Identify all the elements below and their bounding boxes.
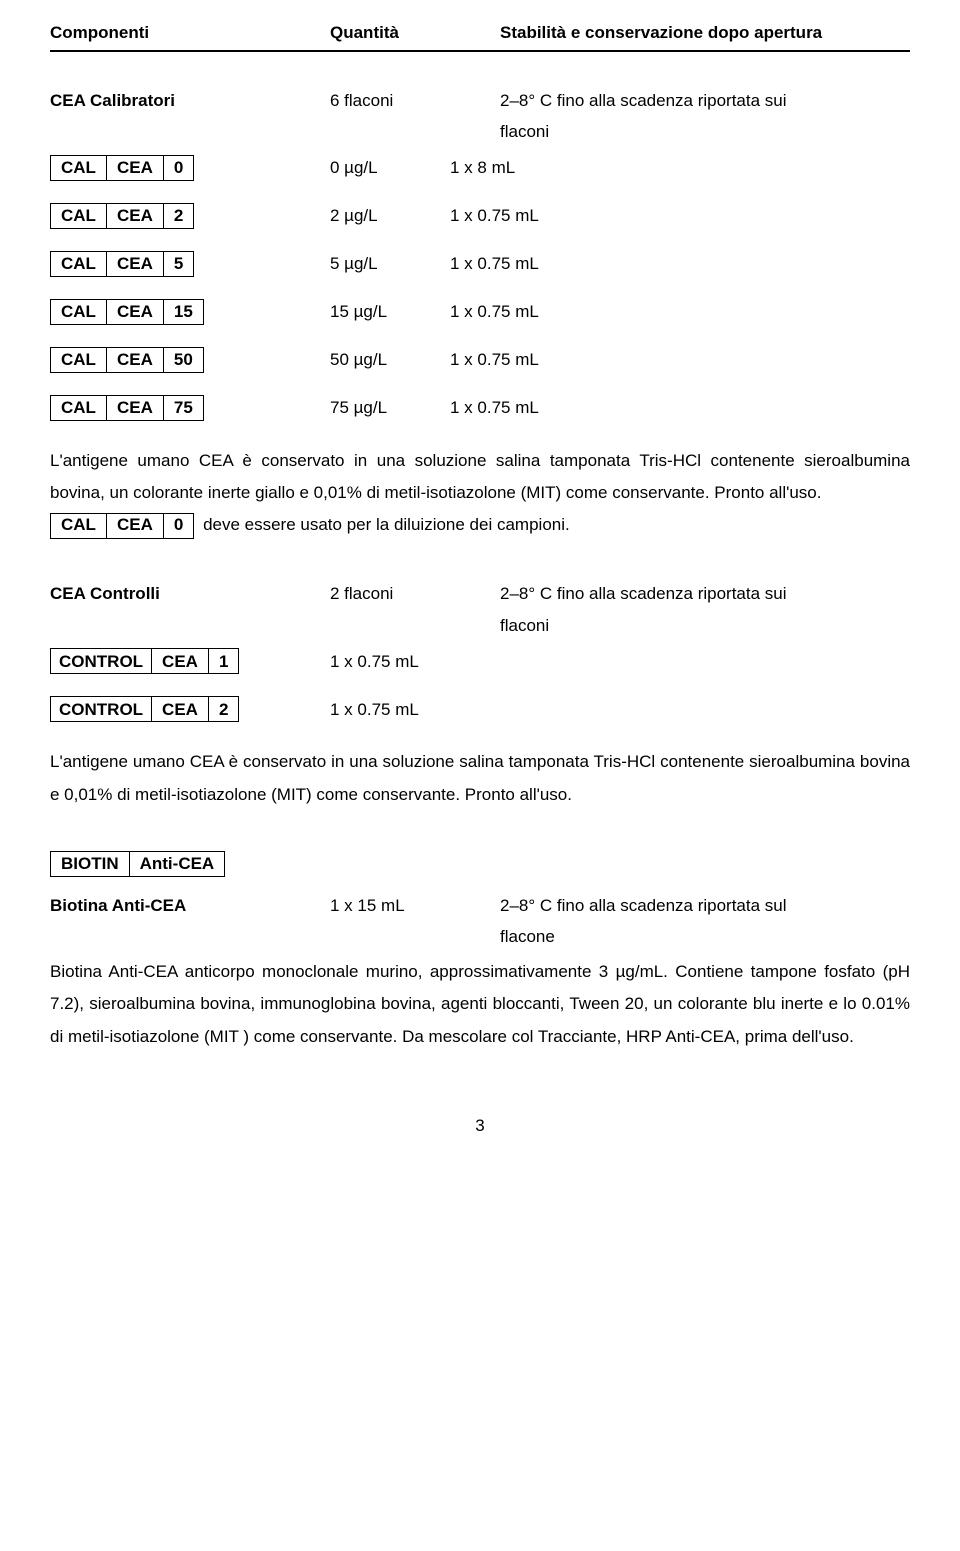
page-number: 3: [50, 1113, 910, 1139]
calibrator-item: CALCEA50 50 µg/L1 x 0.75 mL: [50, 347, 910, 373]
calibrator-items: CALCEA00 µg/L1 x 8 mLCALCEA22 µg/L1 x 0.…: [50, 155, 910, 421]
cal-concentration: 50 µg/L: [330, 347, 450, 373]
biotin-description: Biotina Anti-CEA anticorpo monoclonale m…: [50, 956, 910, 1053]
biotin-stability-line2-row: flacone: [50, 924, 910, 950]
cea-cal-desc-text: L'antigene umano CEA è conservato in una…: [50, 451, 910, 502]
control-items: CONTROLCEA1 1 x 0.75 mL CONTROLCEA2 1 x 0.7…: [50, 648, 910, 722]
cea-cal-qty: 6 flaconi: [330, 88, 500, 114]
biotin-label: BIOTINAnti-CEA: [50, 851, 225, 877]
cea-cal-stability: 2–8° C fino alla scadenza riportata sui: [500, 88, 910, 114]
biotin-title: Biotina Anti-CEA: [50, 893, 330, 919]
inline-cal-label: CALCEA0: [50, 513, 194, 539]
cea-cal-stability-line2-row: flaconi: [50, 119, 910, 145]
cal-label-box: CALCEA0: [50, 155, 194, 181]
cea-ctrl-stability: 2–8° C fino alla scadenza riportata sui: [500, 581, 910, 607]
calibrator-item: CALCEA0 0 µg/L1 x 8 mL: [50, 155, 910, 181]
cea-controlli-row: CEA Controlli 2 flaconi 2–8° C fino alla…: [50, 581, 910, 607]
control-label-box: CONTROLCEA2: [50, 696, 239, 722]
biotin-row: Biotina Anti-CEA 1 x 15 mL 2–8° C fino a…: [50, 893, 910, 919]
control-label-box: CONTROLCEA1: [50, 648, 239, 674]
header-stabilita: Stabilità e conservazione dopo apertura: [500, 20, 910, 46]
cal-label-box: CALCEA5: [50, 251, 194, 277]
cea-ctrl-description: L'antigene umano CEA è conservato in una…: [50, 746, 910, 811]
control-package: 1 x 0.75 mL: [330, 697, 419, 723]
control-item: CONTROLCEA1 1 x 0.75 mL: [50, 648, 910, 674]
cea-cal-desc-after: deve essere usato per la diluizione dei …: [203, 515, 570, 534]
biotin-stability: 2–8° C fino alla scadenza riportata sul: [500, 893, 910, 919]
calibrator-item: CALCEA75 75 µg/L1 x 0.75 mL: [50, 395, 910, 421]
biotin-qty: 1 x 15 mL: [330, 893, 500, 919]
control-item: CONTROLCEA2 1 x 0.75 mL: [50, 696, 910, 722]
cea-calibratori-row: CEA Calibratori 6 flaconi 2–8° C fino al…: [50, 88, 910, 114]
biotin-section: BIOTINAnti-CEA: [50, 851, 910, 877]
cea-ctrl-stability-line2-row: flaconi: [50, 613, 910, 639]
header-quantita: Quantità: [330, 20, 500, 46]
cal-package: 1 x 0.75 mL: [450, 395, 570, 421]
cal-label-box: CALCEA2: [50, 203, 194, 229]
cea-ctrl-title: CEA Controlli: [50, 581, 330, 607]
biotin-stability-line2: flacone: [500, 924, 910, 950]
cal-package: 1 x 0.75 mL: [450, 203, 570, 229]
cal-package: 1 x 8 mL: [450, 155, 570, 181]
cal-package: 1 x 0.75 mL: [450, 251, 570, 277]
table-header: Componenti Quantità Stabilità e conserva…: [50, 20, 910, 52]
calibrator-item: CALCEA2 2 µg/L1 x 0.75 mL: [50, 203, 910, 229]
cal-package: 1 x 0.75 mL: [450, 347, 570, 373]
cea-ctrl-stability-line2: flaconi: [500, 613, 910, 639]
cal-concentration: 15 µg/L: [330, 299, 450, 325]
cea-cal-description: L'antigene umano CEA è conservato in una…: [50, 445, 910, 542]
cea-ctrl-qty: 2 flaconi: [330, 581, 500, 607]
header-componenti: Componenti: [50, 20, 330, 46]
cal-package: 1 x 0.75 mL: [450, 299, 570, 325]
cal-concentration: 2 µg/L: [330, 203, 450, 229]
cal-label-box: CALCEA50: [50, 347, 204, 373]
control-package: 1 x 0.75 mL: [330, 649, 419, 675]
cea-cal-title: CEA Calibratori: [50, 88, 330, 114]
calibrator-item: CALCEA5 5 µg/L1 x 0.75 mL: [50, 251, 910, 277]
cal-label-box: CALCEA75: [50, 395, 204, 421]
cal-concentration: 5 µg/L: [330, 251, 450, 277]
cal-concentration: 75 µg/L: [330, 395, 450, 421]
cea-cal-stability-line2: flaconi: [500, 119, 910, 145]
calibrator-item: CALCEA15 15 µg/L1 x 0.75 mL: [50, 299, 910, 325]
cal-concentration: 0 µg/L: [330, 155, 450, 181]
cal-label-box: CALCEA15: [50, 299, 204, 325]
